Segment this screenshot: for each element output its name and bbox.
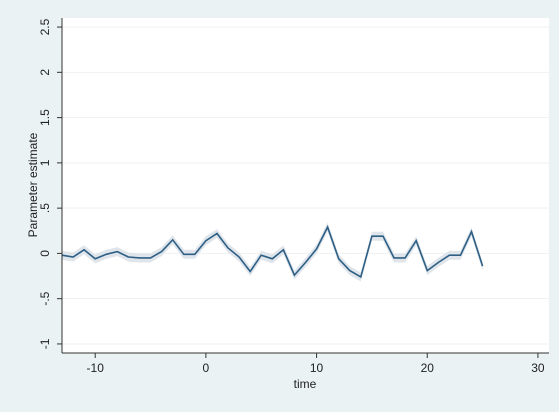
y-tick-label: -.5 bbox=[38, 291, 52, 305]
y-tick-label: 2 bbox=[38, 69, 52, 76]
x-tick-label: 0 bbox=[203, 361, 210, 375]
confidence-band bbox=[62, 222, 483, 282]
x-tick-label: 20 bbox=[421, 361, 435, 375]
x-ticks: -10 0 10 20 30 bbox=[87, 353, 545, 375]
y-tick-label: 2.5 bbox=[38, 18, 52, 35]
plot-area bbox=[62, 18, 549, 353]
x-tick-label: -10 bbox=[87, 361, 105, 375]
series-line bbox=[61, 225, 484, 279]
y-tick-label: 0 bbox=[38, 250, 52, 257]
y-ticks: -1 -.5 0 .5 1 1.5 2 2.5 bbox=[38, 18, 62, 349]
x-tick-label: 30 bbox=[531, 361, 545, 375]
x-tick-label: 10 bbox=[310, 361, 324, 375]
y-axis-title: Parameter estimate bbox=[26, 132, 40, 237]
x-axis-title: time bbox=[294, 377, 317, 391]
y-tick-label: -1 bbox=[38, 338, 52, 349]
y-tick-label: 1 bbox=[38, 159, 52, 166]
y-tick-label: .5 bbox=[38, 203, 52, 213]
y-tick-label: 1.5 bbox=[38, 109, 52, 126]
